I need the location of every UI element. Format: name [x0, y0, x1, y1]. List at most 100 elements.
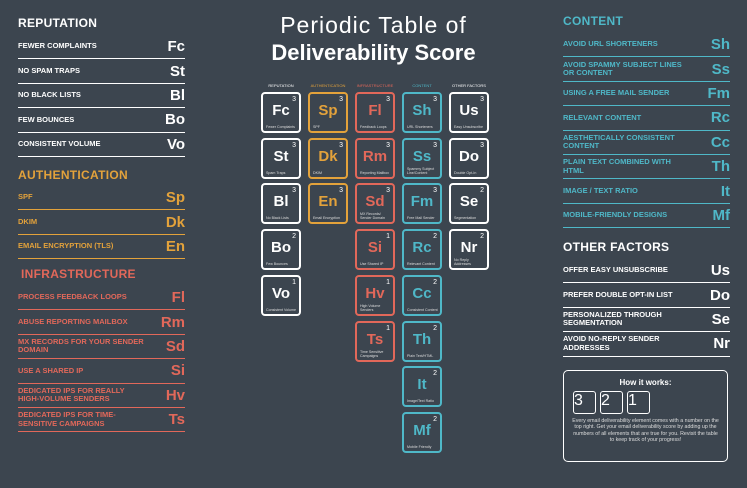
tile-name: High Volume Senders — [360, 303, 381, 312]
tile-symbol: Us — [459, 102, 479, 119]
element-tile: 2 Bo Few Bounces — [261, 229, 301, 271]
tile-score: 2 — [433, 233, 437, 241]
tile-score: 2 — [433, 324, 437, 332]
tile-symbol: Rc — [412, 239, 432, 257]
legend-label: USE A SHARED IP — [18, 365, 84, 375]
legend-row: CONSISTENT VOLUME Vo — [18, 133, 185, 157]
element-tile: 2 Se Segmentation — [449, 183, 489, 225]
tile-name: No Black Lists — [266, 216, 289, 221]
tile-score: 3 — [339, 96, 343, 103]
tile-symbol: Do — [459, 147, 479, 165]
tile-name: Spammy Subject Line/Content — [407, 166, 435, 175]
tile-symbol: Cc — [412, 284, 432, 302]
legend-row: MX RECORDS FOR YOUR SENDER DOMAIN Sd — [18, 335, 185, 360]
element-tile: 2 Mf Mobile Friendly — [402, 411, 442, 453]
element-tile: 1 Vo Consistent Volume — [261, 274, 301, 316]
legend-symbol: Bl — [170, 86, 185, 104]
legend-label: AVOID URL SHORTENERS — [563, 39, 658, 49]
element-tile: 2 It Image/Text Ratio — [402, 366, 442, 408]
tile-symbol: Fc — [272, 102, 290, 119]
column-header: INFRASTRUCTURE — [356, 83, 394, 88]
tile-symbol: It — [417, 376, 427, 394]
legend-row: USING A FREE MAIL SENDER Fm — [563, 82, 730, 107]
tile-name: Segmentation — [454, 216, 477, 221]
legend-row: AESTHETICALLY CONSISTENT CONTENT Cc — [563, 131, 730, 155]
legend-row: USE A SHARED IP Si — [18, 359, 185, 384]
tile-score: 1 — [386, 278, 390, 286]
column-header: CONTENT — [412, 83, 432, 88]
legend-row: AVOID SPAMMY SUBJECT LINES OR CONTENT Ss — [563, 57, 730, 82]
legend-symbol: Rc — [710, 109, 730, 127]
tile-name: Consistent Content — [407, 307, 438, 312]
legend-row: DEDICATED IPS FOR REALLY HIGH-VOLUME SEN… — [18, 384, 185, 408]
section-header: OTHER FACTORS — [563, 240, 670, 254]
tile-score: 3 — [480, 141, 484, 149]
legend-symbol: Fl — [171, 289, 185, 307]
legend-label: MX RECORDS FOR YOUR SENDER DOMAIN — [18, 336, 144, 355]
legend-symbol: Nr — [713, 335, 730, 353]
element-tile: 3 Bl No Black Lists — [261, 183, 301, 225]
legend-symbol: Mf — [712, 206, 731, 224]
tile-symbol: Nr — [460, 239, 478, 257]
tile-score: 3 — [433, 187, 437, 195]
how-score: 1 — [628, 392, 637, 409]
tile-name: URL Shorteners — [407, 125, 433, 129]
tile-score: 3 — [480, 96, 484, 103]
legend-symbol: Us — [710, 262, 730, 280]
element-tile: 1 Hv High Volume Senders — [355, 274, 395, 316]
section-header: AUTHENTICATION — [18, 168, 128, 182]
legend-symbol: Do — [710, 286, 730, 304]
tile-symbol: St — [273, 147, 289, 165]
element-tile: 3 Fc Fewer Complaints — [261, 92, 301, 133]
tile-score: 2 — [292, 233, 296, 241]
legend-row: FEWER COMPLAINTS Fc — [18, 35, 185, 60]
tile-symbol: Vo — [271, 284, 291, 302]
legend-symbol: Si — [170, 362, 185, 380]
legend-symbol: Cc — [710, 133, 730, 151]
legend-row: NO SPAM TRAPS St — [18, 59, 185, 84]
tile-score: 3 — [292, 141, 296, 149]
element-tile: 3 Ss Spammy Subject Line/Content — [402, 137, 442, 179]
tile-symbol: Si — [367, 239, 383, 257]
tile-symbol: Mf — [413, 421, 431, 439]
tile-score: 3 — [433, 141, 437, 149]
tile-name: DKIM — [313, 170, 322, 175]
tile-name: Reporting Mailbox — [360, 170, 389, 175]
tile-name: No Reply Addresses — [454, 258, 471, 267]
tile-name: Time Sensitive Campaigns — [360, 349, 384, 358]
legend-label: OFFER EASY UNSUBSCRIBE — [563, 265, 668, 275]
tile-name: Relevant Content — [407, 262, 435, 267]
tile-name: Free Mail Sender — [407, 216, 435, 221]
tile-name: MX Records/ Sender Domain — [360, 212, 385, 221]
tile-name: Consistent Volume — [266, 307, 296, 312]
tile-symbol: Se — [459, 193, 479, 211]
legend-symbol: En — [165, 237, 185, 255]
legend-symbol: It — [720, 182, 730, 200]
legend-row: DKIM Dk — [18, 210, 185, 235]
element-tile: 2 Nr No Reply Addresses — [449, 229, 489, 271]
legend-row: IMAGE / TEXT RATIO It — [563, 179, 730, 204]
legend-symbol: Bo — [165, 111, 185, 129]
legend-row: AVOID URL SHORTENERS Sh — [563, 33, 730, 58]
tile-score: 2 — [433, 370, 437, 378]
element-tile: 3 En Email Encryption — [308, 183, 348, 225]
column-header: REPUTATION — [268, 83, 294, 88]
legend-label: PERSONALIZED THROUGH SEGMENTATION — [563, 309, 662, 328]
legend-row: DEDICATED IPS FOR TIME-SENSITIVE CAMPAIG… — [18, 408, 185, 433]
legend-symbol: Fc — [167, 38, 185, 56]
tile-score: 3 — [339, 187, 343, 195]
legend-label: DEDICATED IPS FOR TIME-SENSITIVE CAMPAIG… — [18, 410, 116, 428]
tile-score: 1 — [386, 233, 390, 241]
tile-name: Spam Traps — [266, 170, 286, 175]
tile-name: Feedback Loops — [360, 125, 387, 129]
tile-score: 3 — [386, 187, 390, 195]
tile-score: 3 — [292, 96, 296, 103]
legend-row: PLAIN TEXT COMBINED WITH HTML Th — [563, 155, 730, 180]
legend-symbol: St — [170, 62, 185, 80]
tile-symbol: Bl — [273, 193, 289, 211]
how-text: Every email deliverability element comes… — [572, 418, 719, 443]
element-tile: 2 Rc Relevant Content — [402, 229, 442, 271]
element-tile: 3 Rm Reporting Mailbox — [355, 137, 395, 179]
tile-symbol: Th — [412, 330, 432, 348]
